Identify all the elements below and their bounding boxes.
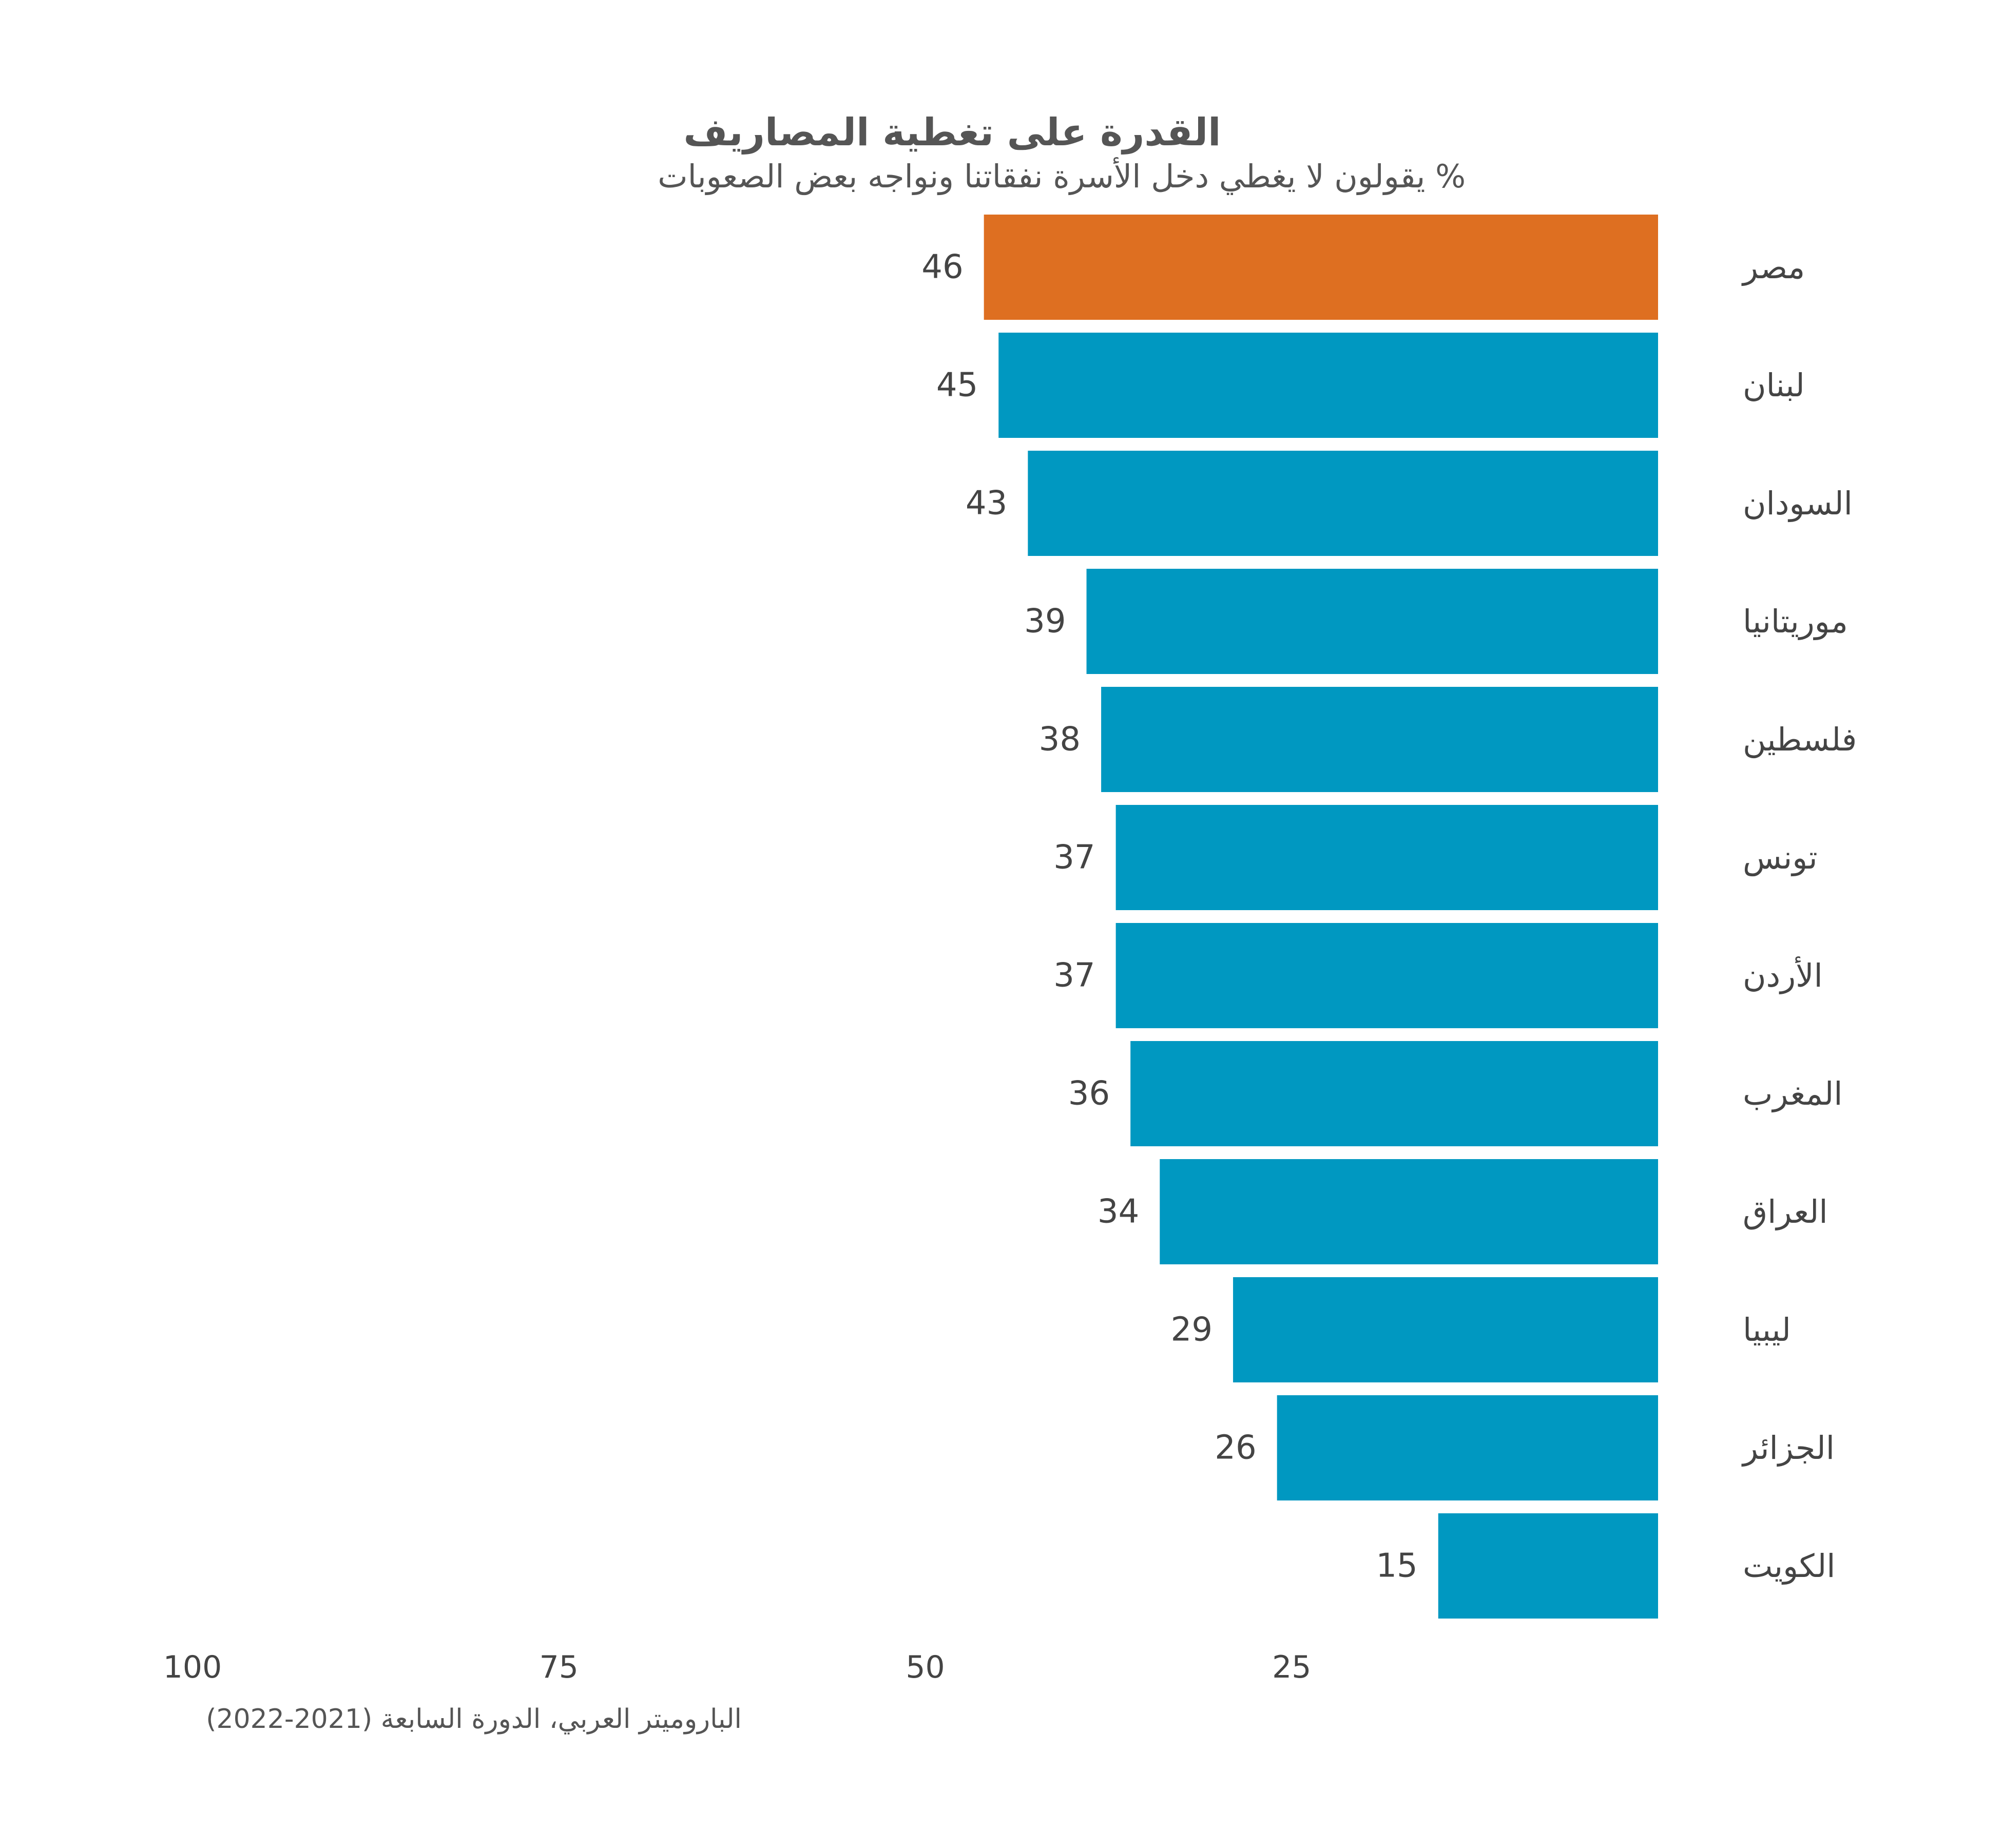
value-label-6: 37	[1053, 957, 1095, 995]
value-label-5: 37	[1053, 839, 1095, 877]
value-label-0: 46	[921, 248, 963, 286]
bar-5	[1115, 805, 1658, 910]
value-label-8: 34	[1098, 1193, 1139, 1231]
bar-7	[1130, 1041, 1658, 1146]
value-label-9: 29	[1171, 1311, 1212, 1349]
value-label-7: 36	[1068, 1075, 1110, 1113]
bar-11	[1438, 1513, 1658, 1619]
category-label-8: العراق	[1743, 1193, 1828, 1230]
bar-9	[1233, 1277, 1658, 1382]
category-label-4: فلسطين	[1743, 721, 1857, 758]
bar-8	[1160, 1159, 1658, 1264]
x-tick-label-2: 50	[906, 1649, 945, 1685]
x-tick-label-3: 25	[1272, 1649, 1311, 1685]
category-label-2: السودان	[1743, 485, 1853, 522]
value-label-10: 26	[1215, 1429, 1256, 1467]
bar-1	[998, 333, 1658, 438]
x-tick-label-1: 75	[540, 1649, 579, 1685]
bar-4	[1101, 687, 1658, 792]
category-label-6: الأردن	[1743, 956, 1823, 994]
bar-0	[984, 215, 1658, 320]
category-label-1: لبنان	[1743, 367, 1805, 404]
value-label-1: 45	[936, 367, 978, 405]
bars-group: 46 مصر 45 لبنان 43 السودان 39 موريتانيا 38 فلسطين…	[921, 215, 1857, 1619]
chart-title: القدرة على تغطية المصاريف	[683, 110, 1221, 155]
value-label-4: 38	[1039, 721, 1081, 759]
x-axis: 100 75 50 25	[163, 1649, 1312, 1685]
bar-10	[1277, 1395, 1658, 1500]
bar-3	[1086, 569, 1658, 674]
category-label-0: مصر	[1741, 248, 1805, 286]
value-label-2: 43	[966, 485, 1007, 523]
chart-source: الباروميتر العربي، الدورة السابعة (2021-…	[206, 1704, 742, 1735]
category-label-7: المغرب	[1743, 1075, 1842, 1112]
value-label-11: 15	[1376, 1547, 1417, 1585]
category-label-9: ليبيا	[1743, 1311, 1791, 1349]
category-label-11: الكويت	[1743, 1547, 1836, 1585]
category-label-5: تونس	[1743, 839, 1818, 876]
bar-2	[1028, 451, 1658, 556]
value-label-3: 39	[1024, 603, 1066, 641]
category-label-3: موريتانيا	[1743, 603, 1848, 640]
x-tick-label-0: 100	[163, 1649, 222, 1685]
bar-6	[1115, 923, 1658, 1028]
category-label-10: الجزائر	[1741, 1429, 1835, 1467]
chart-subtitle: % يقولون لا يغطي دخل الأسرة نفقاتنا ونوا…	[658, 157, 1466, 195]
